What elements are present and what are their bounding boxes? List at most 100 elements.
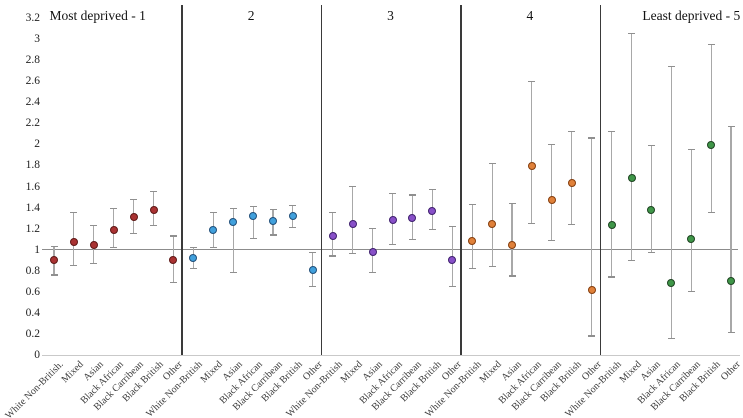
error-bar [690, 149, 692, 292]
error-bar-cap-bottom [448, 285, 456, 288]
y-tick-label: 2 [34, 138, 40, 151]
data-point-marker [149, 205, 158, 214]
error-bar-cap-top [309, 252, 317, 254]
error-bar-cap-bottom [568, 223, 576, 225]
x-category-label: Mixed [59, 359, 86, 386]
error-bar [232, 208, 234, 273]
y-tick-label: 0.4 [25, 306, 40, 319]
error-bar-cap-bottom [150, 224, 157, 227]
error-bar-cap-bottom [608, 276, 616, 278]
y-tick-label: 0.2 [25, 327, 40, 340]
error-bar-cap-top [548, 143, 556, 145]
y-tick-label: 1.4 [25, 201, 40, 214]
error-bar-cap-bottom [70, 264, 78, 267]
error-bar-cap-bottom [588, 335, 596, 337]
error-bar-cap-top [667, 65, 675, 68]
x-category-label: Other [718, 359, 743, 383]
y-tick-label: 0.8 [25, 264, 40, 277]
x-category-label: Mixed [477, 359, 504, 386]
error-bar-cap-top [428, 189, 436, 191]
y-tick-label: 3.2 [25, 12, 40, 24]
x-category-label: White Non-British. [3, 359, 66, 418]
data-point-marker [408, 214, 417, 223]
error-bar-cap-bottom [90, 262, 98, 264]
error-bar-cap-top [389, 193, 396, 195]
y-tick-label: 3 [34, 33, 40, 46]
x-category-label: Mixed [617, 359, 644, 386]
error-bar [571, 131, 573, 225]
error-bar-cap-bottom [209, 246, 217, 249]
panel-title: 2 [247, 8, 255, 23]
error-bar-cap-bottom [229, 272, 237, 274]
data-point-marker [667, 279, 676, 288]
data-point-marker [587, 285, 596, 294]
error-bar-cap-top [647, 144, 655, 147]
error-bar-cap-top [229, 208, 237, 210]
error-bar-cap-bottom [329, 255, 337, 257]
error-bar-cap-top [568, 131, 576, 133]
y-tick-label: 2.6 [25, 75, 40, 88]
data-point-marker [468, 237, 477, 246]
y-tick-label: 1.6 [25, 180, 40, 193]
error-bar-cap-bottom [628, 259, 635, 261]
error-bar-cap-bottom [249, 237, 257, 239]
data-point-marker [508, 241, 516, 250]
error-bar [611, 131, 613, 278]
error-bar-cap-top [528, 80, 536, 82]
data-point-marker [388, 216, 397, 225]
error-bar-cap-bottom [667, 337, 675, 339]
data-point-marker [567, 179, 576, 188]
data-point-marker [50, 256, 58, 265]
error-bar-cap-bottom [707, 212, 715, 214]
y-tick-label: 2.2 [25, 117, 40, 130]
error-bar-cap-top [209, 212, 217, 214]
error-bar [252, 206, 254, 239]
x-category-label: Mixed [338, 359, 365, 386]
error-bar [730, 126, 732, 333]
y-tick-label: 0 [34, 349, 40, 361]
error-bar-cap-bottom [647, 252, 655, 254]
data-point-marker [448, 256, 457, 265]
panel-divider [181, 5, 183, 355]
error-bar [551, 144, 553, 241]
error-bar-cap-top [588, 137, 596, 139]
error-bar-cap-top [289, 204, 297, 207]
panel-divider [320, 5, 323, 355]
data-point-marker [627, 174, 636, 183]
error-bar-cap-bottom [428, 229, 436, 231]
data-point-marker [249, 211, 258, 220]
error-bar-cap-bottom [349, 253, 357, 255]
error-bar-cap-bottom [408, 238, 416, 240]
data-point-marker [428, 206, 437, 215]
y-tick-label: 2.4 [25, 96, 40, 109]
error-bar-cap-top [488, 162, 496, 164]
data-point-marker [488, 220, 497, 229]
data-point-marker [687, 235, 696, 244]
error-bar-cap-bottom [488, 265, 496, 268]
error-bar [670, 66, 672, 339]
error-bar [531, 81, 533, 224]
data-point-marker [607, 221, 616, 230]
panel-title: 3 [387, 8, 394, 23]
error-bar-cap-bottom [130, 233, 138, 235]
x-axis-line [42, 355, 740, 356]
error-bar-cap-top [169, 235, 177, 237]
error-bar-cap-bottom [169, 281, 177, 283]
x-category-label: Mixed [198, 359, 226, 386]
error-bar [352, 186, 354, 254]
error-bar-cap-top [50, 245, 58, 248]
data-point-marker [209, 225, 218, 234]
error-bar-cap-bottom [389, 243, 396, 245]
panel-title: 4 [526, 8, 534, 23]
data-point-marker [647, 205, 656, 214]
error-bar-cap-top [508, 202, 516, 204]
error-bar-cap-top [707, 43, 715, 45]
error-bar-cap-top [448, 225, 456, 228]
error-bar-cap-top [249, 205, 257, 208]
error-bar [491, 163, 493, 267]
data-point-marker [269, 217, 277, 226]
error-bar-cap-top [608, 131, 616, 133]
y-tick-label: 1 [34, 243, 40, 256]
data-point-marker [328, 231, 337, 240]
y-tick-label: 2.8 [25, 54, 40, 67]
